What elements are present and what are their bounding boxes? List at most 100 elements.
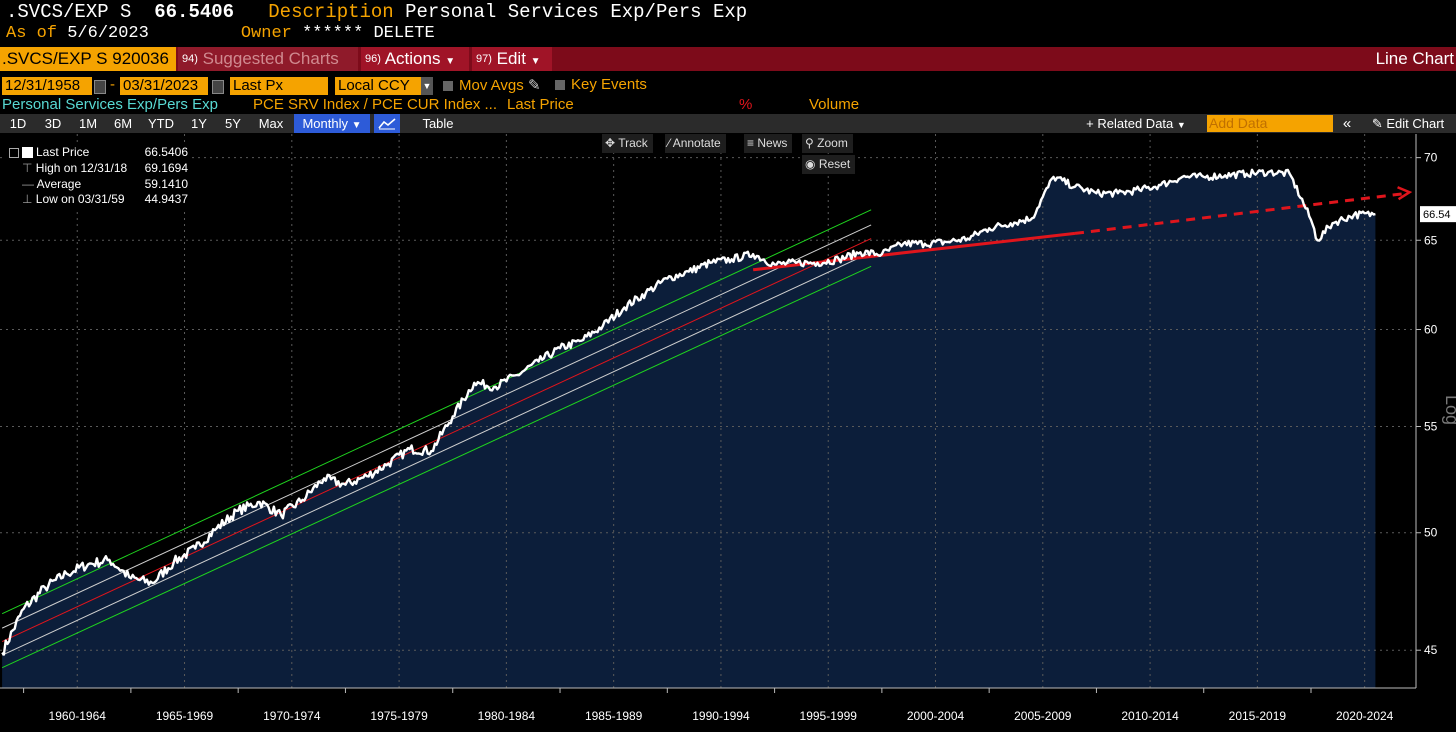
x-tick-label: 2010-2014 bbox=[1121, 709, 1179, 723]
annotate-label: Annotate bbox=[672, 136, 721, 150]
plus-icon: + bbox=[1086, 116, 1094, 131]
x-tick-label: 2005-2009 bbox=[1014, 709, 1072, 723]
period-max[interactable]: Max bbox=[258, 116, 284, 131]
period-5y[interactable]: 5Y bbox=[225, 116, 241, 131]
series-name: Personal Services Exp/Pers Exp bbox=[2, 96, 218, 113]
currency-select[interactable]: Local CCY bbox=[335, 77, 421, 95]
y-tick-label: 60 bbox=[1424, 322, 1438, 336]
x-tick-label: 1990-1994 bbox=[692, 709, 750, 723]
x-tick-label: 1965-1969 bbox=[156, 709, 214, 723]
collapse-box-icon[interactable] bbox=[9, 147, 19, 158]
as-of-date: 5/6/2023 bbox=[67, 24, 149, 43]
x-tick-label: 1970-1974 bbox=[263, 709, 321, 723]
reset-label: Reset bbox=[818, 157, 851, 171]
checkbox-icon bbox=[443, 81, 453, 92]
ticker: .SVCS/EXP S bbox=[6, 1, 132, 23]
description: Personal Services Exp/Pers Exp bbox=[405, 1, 748, 23]
table-button[interactable]: Table bbox=[422, 116, 454, 131]
overlay-regression bbox=[1, 238, 872, 643]
annotate-icon: ⁄ bbox=[668, 136, 671, 150]
reset-button[interactable]: ◉ Reset bbox=[802, 155, 856, 174]
period-ytd[interactable]: YTD bbox=[148, 116, 174, 131]
last-value-label: 66.54 bbox=[1423, 209, 1451, 221]
series-field[interactable]: Last Price bbox=[507, 96, 574, 113]
calendar-icon[interactable] bbox=[94, 80, 106, 94]
overlay-upper-channel bbox=[1, 209, 872, 615]
as-of-label: As of bbox=[6, 24, 58, 43]
edit-chart-button[interactable]: ✎ Edit Chart bbox=[1360, 114, 1456, 133]
actions-button[interactable]: 96) Actions ▼ bbox=[361, 47, 469, 71]
edit-num: 97) bbox=[476, 53, 492, 65]
add-data-input[interactable]: Add Data bbox=[1207, 115, 1333, 132]
start-date-field[interactable]: 12/31/1958 bbox=[2, 77, 92, 95]
trend-arrow-icon bbox=[1397, 186, 1413, 201]
overlay-trend bbox=[752, 231, 1076, 272]
related-data-label: Related Data bbox=[1097, 116, 1174, 131]
crosshair-icon: ✥ bbox=[605, 136, 616, 150]
chart-area[interactable]: 45 50 55 60 65 70 Log 66.54 1960-1964 1965-1969 19… bbox=[0, 134, 1456, 727]
collapse-icon[interactable]: « bbox=[1342, 115, 1352, 132]
header-line-2: As of 5/6/2023 Owner ****** DELETE bbox=[6, 24, 435, 43]
annotate-button[interactable]: ⁄ Annotate bbox=[665, 134, 726, 153]
period-1y[interactable]: 1Y bbox=[191, 116, 207, 131]
x-tick-label: 1980-1984 bbox=[478, 709, 536, 723]
header-line-1: .SVCS/EXP S 66.5406 Description Personal… bbox=[6, 1, 747, 23]
field-select[interactable]: Last Px bbox=[230, 77, 328, 95]
zoom-label: Zoom bbox=[817, 136, 848, 150]
owner-label: Owner bbox=[240, 24, 292, 43]
track-button[interactable]: ✥ Track bbox=[602, 134, 653, 153]
x-tick-label: 1995-1999 bbox=[800, 709, 858, 723]
pencil-icon: ✎ bbox=[527, 77, 541, 94]
search-icon: ⚲ bbox=[805, 136, 814, 150]
checkbox-icon bbox=[555, 80, 565, 91]
related-data-button[interactable]: + Related Data ▼ bbox=[1078, 114, 1194, 133]
end-date-field[interactable]: 03/31/2023 bbox=[120, 77, 208, 95]
series-line[interactable] bbox=[1, 168, 1376, 656]
period-3d[interactable]: 3D bbox=[44, 116, 62, 131]
line-chart[interactable]: 45 50 55 60 65 70 Log 66.54 1960-1964 1965-1969 19… bbox=[0, 134, 1456, 727]
news-label: News bbox=[757, 136, 788, 150]
legend-low: ⊥ Low on 03/31/59 44.9437 bbox=[6, 192, 192, 207]
description-label: Description bbox=[268, 1, 394, 23]
track-label: Track bbox=[618, 136, 648, 150]
mov-avgs-label: Mov Avgs bbox=[459, 77, 524, 94]
y-tick-label: 65 bbox=[1424, 233, 1438, 247]
chevron-down-icon: ▼ bbox=[351, 120, 362, 131]
period-1m[interactable]: 1M bbox=[78, 116, 98, 131]
date-dash: - bbox=[110, 76, 115, 93]
chevron-down-icon: ▼ bbox=[530, 56, 541, 67]
chart-type-label: Line Chart bbox=[1375, 49, 1454, 68]
x-tick-label: 1975-1979 bbox=[370, 709, 428, 723]
legend-high-value: 69.1694 bbox=[144, 161, 188, 175]
chevron-down-icon[interactable]: ▼ bbox=[421, 77, 433, 95]
actions-label: Actions bbox=[384, 49, 441, 68]
line-chart-icon[interactable] bbox=[374, 114, 400, 133]
legend-average: — Average 59.1410 bbox=[6, 177, 192, 192]
legend-last-label: Last Price bbox=[36, 145, 90, 159]
high-marker-icon: ⊤ bbox=[22, 161, 33, 175]
zoom-button[interactable]: ⚲ Zoom bbox=[802, 134, 853, 153]
key-events-toggle[interactable]: Key Events bbox=[555, 76, 647, 93]
volume-label[interactable]: Volume bbox=[809, 96, 860, 113]
legend-last: Last Price 66.5406 bbox=[6, 145, 192, 160]
percent-label[interactable]: % bbox=[739, 96, 753, 113]
edit-chart-label: Edit Chart bbox=[1386, 116, 1445, 131]
calendar-icon[interactable] bbox=[212, 80, 224, 94]
suggested-label: Suggested Charts bbox=[202, 49, 339, 68]
x-tick-label: 2020-2024 bbox=[1336, 709, 1394, 723]
series-formula[interactable]: PCE SRV Index / PCE CUR Index ... bbox=[253, 96, 497, 113]
mov-avgs-toggle[interactable]: Mov Avgs ✎ bbox=[443, 76, 541, 94]
y-tick-label: 55 bbox=[1424, 419, 1438, 433]
owner-value: ****** DELETE bbox=[302, 24, 435, 43]
legend-low-value: 44.9437 bbox=[144, 192, 188, 206]
security-field[interactable]: .SVCS/EXP S 920036 bbox=[0, 47, 176, 71]
pencil-icon: ✎ bbox=[1371, 116, 1383, 131]
period-6m[interactable]: 6M bbox=[113, 116, 133, 131]
edit-button[interactable]: 97) Edit ▼ bbox=[472, 47, 552, 71]
news-button[interactable]: ≡ News bbox=[744, 134, 793, 153]
chevron-down-icon: ▼ bbox=[1176, 120, 1186, 130]
suggested-charts-button[interactable]: 94) Suggested Charts bbox=[178, 47, 358, 71]
frequency-select[interactable]: Monthly ▼ bbox=[294, 114, 370, 133]
actions-num: 96) bbox=[365, 53, 381, 65]
period-1d[interactable]: 1D bbox=[9, 116, 27, 131]
